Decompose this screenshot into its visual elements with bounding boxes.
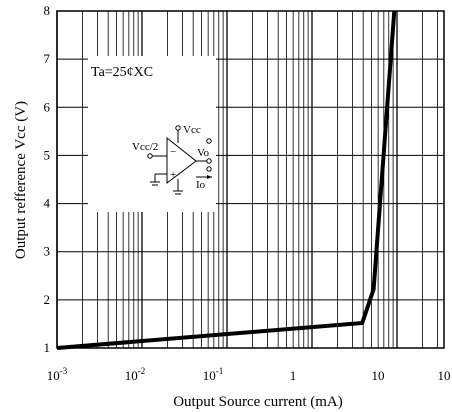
y-tick-label: 8 — [44, 3, 51, 18]
x-tick-label: 10 — [372, 368, 385, 383]
y-tick-label: 7 — [44, 51, 51, 66]
x-axis-title: Output Source current (mA) — [173, 394, 343, 410]
x-tick-label: 1 — [290, 368, 297, 383]
y-tick-label: 4 — [44, 196, 51, 211]
y-tick-labels: 1 2 3 4 5 6 7 8 — [44, 3, 51, 355]
y-tick-label: 3 — [44, 244, 51, 259]
data-series-line — [56, 10, 397, 350]
opamp-minus-sign: − — [170, 146, 176, 158]
io-label: Io — [196, 179, 206, 191]
y-tick-label: 6 — [44, 99, 51, 114]
x-tick-label: 10-3 — [47, 366, 68, 383]
x-tick-labels: 10-3 10-2 10-1 1 10 10 — [47, 366, 451, 383]
vcc-output-terminal — [206, 138, 212, 144]
vo-terminal — [206, 158, 212, 164]
y-axis-title: Output refference Vcc (V) — [13, 101, 29, 259]
vcc2-terminal — [147, 153, 153, 159]
plot-frame — [56, 10, 445, 349]
y-tick-label: 2 — [44, 292, 51, 307]
y-tick-label: 5 — [44, 147, 51, 162]
x-tick-label: 10-2 — [125, 366, 146, 383]
inset-background — [88, 56, 216, 212]
vcc-label: Vcc — [183, 124, 201, 136]
y-tick-label: 1 — [44, 340, 51, 355]
opamp-plus-sign: + — [170, 169, 176, 181]
circuit-inset: Ta=25¢XC − + Vcc/2 Vcc Vo Io — [88, 56, 216, 212]
io-arrow-head — [207, 175, 212, 179]
vcc-terminal — [175, 125, 181, 131]
vo-label: Vo — [197, 147, 210, 159]
io-terminal — [206, 166, 212, 172]
x-tick-label: 10 — [438, 368, 451, 383]
opamp-symbol — [166, 136, 197, 185]
vcc2-label: Vcc/2 — [132, 141, 158, 153]
temperature-annotation: Ta=25¢XC — [91, 65, 153, 80]
x-tick-label: 10-1 — [203, 366, 224, 383]
